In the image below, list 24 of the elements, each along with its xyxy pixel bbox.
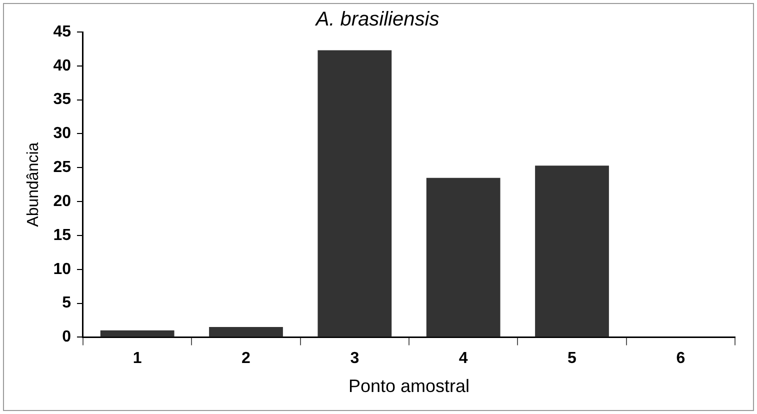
y-tick-label: 30: [53, 125, 72, 142]
y-tick-label: 20: [53, 192, 72, 210]
bar: [100, 330, 174, 337]
bar: [318, 50, 392, 337]
y-tick-label: 0: [62, 328, 72, 346]
y-tick-label: 35: [53, 91, 72, 108]
bar: [426, 178, 500, 337]
x-tick-label: 6: [676, 350, 686, 368]
bar: [209, 327, 283, 337]
x-tick-label: 4: [458, 350, 468, 368]
y-tick-label: 45: [53, 23, 72, 40]
x-tick-label: 1: [132, 350, 142, 368]
y-axis-title: Abundância: [25, 142, 42, 227]
y-tick-label: 15: [53, 226, 72, 244]
x-axis-title: Ponto amostral: [348, 376, 470, 396]
x-tick-label: 5: [568, 350, 577, 368]
x-tick-label: 3: [350, 350, 360, 368]
x-tick-label: 2: [242, 350, 251, 368]
y-tick-label: 25: [53, 159, 72, 176]
bar: [535, 166, 609, 337]
y-tick-label: 10: [53, 260, 72, 278]
chart-title: A. brasiliensis: [314, 8, 440, 31]
y-tick-label: 40: [53, 57, 72, 74]
y-tick-label: 5: [62, 294, 72, 312]
